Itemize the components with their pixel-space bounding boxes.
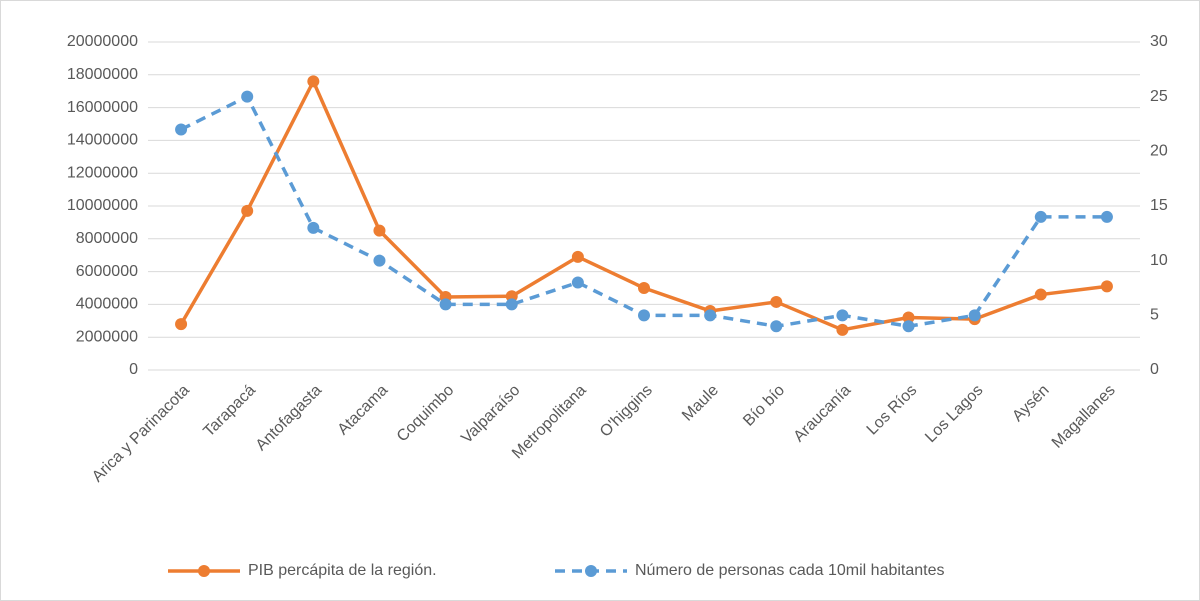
point [968, 309, 981, 322]
y2-tick-label: 30 [1150, 33, 1168, 50]
y-tick-label: 6000000 [76, 263, 138, 280]
legend-marker [585, 565, 597, 577]
y2-tick-label: 15 [1150, 197, 1168, 214]
y-tick-label: 20000000 [67, 33, 138, 50]
point [770, 295, 783, 308]
point [505, 290, 518, 303]
legend-label: Número de personas cada 10mil habitantes [635, 562, 945, 579]
point [241, 204, 254, 217]
legend-label: PIB percápita de la región. [248, 562, 437, 579]
point [1100, 280, 1113, 293]
y2-tick-label: 10 [1150, 252, 1168, 269]
point [571, 250, 584, 263]
point [836, 323, 849, 336]
point [505, 298, 518, 311]
point [902, 320, 915, 333]
y-tick-label: 2000000 [76, 328, 138, 345]
point [902, 311, 915, 324]
point [704, 309, 717, 322]
y2-tick-label: 0 [1150, 361, 1159, 378]
y2-tick-label: 25 [1150, 88, 1168, 105]
y-tick-label: 0 [129, 361, 138, 378]
y-tick-label: 12000000 [67, 164, 138, 181]
y-tick-label: 14000000 [67, 132, 138, 149]
point [770, 320, 783, 333]
y2-tick-label: 5 [1150, 307, 1159, 324]
point [571, 276, 584, 289]
point [1034, 210, 1047, 223]
point [836, 309, 849, 322]
point [175, 318, 188, 331]
point [1100, 210, 1113, 223]
y2-tick-label: 20 [1150, 143, 1168, 160]
legend-marker [198, 565, 210, 577]
point [638, 309, 650, 322]
y-tick-label: 4000000 [76, 296, 138, 313]
y-tick-label: 10000000 [67, 197, 138, 214]
point [1034, 288, 1047, 301]
point [307, 221, 320, 234]
y-tick-label: 8000000 [76, 230, 138, 247]
point [307, 75, 320, 88]
y-tick-label: 16000000 [67, 99, 138, 116]
point [175, 123, 188, 136]
y-tick-label: 18000000 [67, 66, 138, 83]
point [373, 224, 386, 237]
point [241, 90, 254, 103]
point [638, 282, 650, 294]
point [373, 254, 386, 267]
point [439, 298, 452, 311]
